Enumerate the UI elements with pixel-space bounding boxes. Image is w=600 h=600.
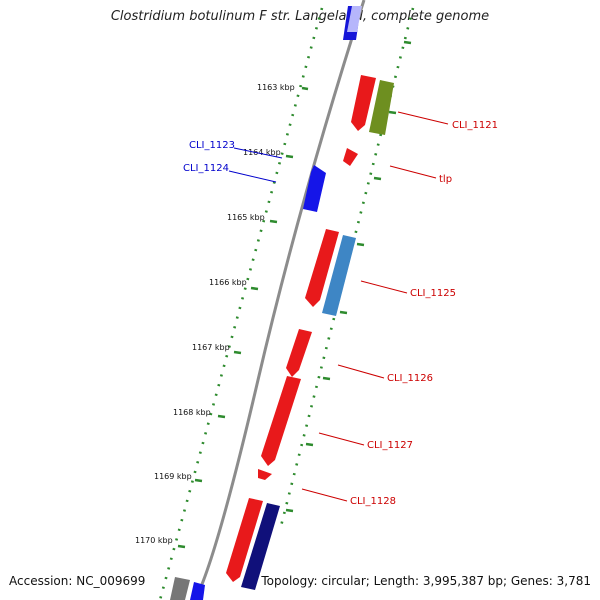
outer-tick-g [305, 442, 314, 447]
leader-cli-1123 [233, 147, 283, 159]
leader-cli-1128 [301, 488, 348, 502]
kbp-tick-1168 [217, 414, 226, 419]
kbp-tick-1164 [285, 154, 294, 159]
kbp-tick-1166 [250, 286, 259, 291]
outer-tick-f [322, 376, 331, 381]
kbp-tick-1169 [194, 478, 203, 483]
leader-tlp [389, 165, 437, 179]
gene-label-cli-1126[interactable]: CLI_1126 [387, 373, 433, 384]
outer-tick-h [285, 508, 294, 513]
accession-text: Accession: NC_009699 [9, 574, 146, 588]
gene-feature-steelblue-1125[interactable] [322, 235, 356, 316]
gene-feature-red-1121a[interactable] [351, 75, 376, 131]
gene-feature-blue-1124[interactable] [303, 165, 326, 212]
gene-feature-red-tlp[interactable] [343, 148, 358, 166]
gene-feature-red-1128[interactable] [258, 469, 272, 480]
genome-backbone [193, 0, 366, 600]
gene-label-cli-1127[interactable]: CLI_1127 [367, 440, 413, 451]
outer-tick-e [339, 310, 348, 315]
kbp-tick-1167 [233, 350, 242, 355]
gene-feature-blue-bottom[interactable] [190, 582, 205, 600]
outer-tick-d [356, 242, 365, 247]
gene-label-tlp[interactable]: tlp [439, 174, 452, 185]
kbp-label-1169: 1169 kbp [154, 472, 192, 481]
kbp-label-1170: 1170 kbp [135, 536, 173, 545]
kbp-label-1165: 1165 kbp [227, 213, 265, 222]
gene-feature-red-1126[interactable] [286, 329, 312, 377]
kbp-label-1167: 1167 kbp [192, 343, 230, 352]
kbp-tick-1163 [301, 86, 309, 91]
outer-tick-a [403, 40, 412, 45]
gene-label-cli-1121[interactable]: CLI_1121 [452, 120, 498, 131]
gene-label-cli-1128[interactable]: CLI_1128 [350, 496, 396, 507]
kbp-label-1168: 1168 kbp [173, 408, 211, 417]
outer-tick-b [388, 110, 397, 115]
kbp-label-1163: 1163 kbp [257, 83, 295, 92]
leader-cli-1124 [228, 170, 277, 183]
gene-feature-red-bottom[interactable] [226, 498, 263, 582]
gene-feature-red-1125[interactable] [305, 229, 339, 307]
leader-cli-1121 [397, 111, 449, 125]
gene-feature-gray-bottom[interactable] [170, 577, 190, 600]
gene-feature-navy-bottom[interactable] [241, 503, 280, 590]
genome-summary-text: Topology: circular; Length: 3,995,387 bp… [261, 574, 591, 588]
map-title: Clostridium botulinum F str. Langeland, … [110, 9, 490, 24]
leader-cli-1126 [337, 364, 385, 379]
gene-feature-red-1127[interactable] [261, 376, 301, 466]
inner-tick-track [158, 7, 324, 600]
gene-feature-top-lightblue[interactable] [347, 6, 362, 32]
gene-label-cli-1123[interactable]: CLI_1123 [189, 140, 235, 151]
outer-tick-c [373, 176, 382, 181]
kbp-label-1166: 1166 kbp [209, 278, 247, 287]
leader-cli-1125 [360, 280, 408, 294]
leader-cli-1127 [318, 432, 365, 446]
gene-label-cli-1125[interactable]: CLI_1125 [410, 288, 456, 299]
kbp-tick-1170 [177, 544, 186, 549]
gene-feature-olive-1121[interactable] [369, 80, 394, 135]
gene-label-cli-1124[interactable]: CLI_1124 [183, 163, 229, 174]
kbp-label-1164: 1164 kbp [243, 148, 281, 157]
kbp-tick-1165 [269, 219, 278, 224]
